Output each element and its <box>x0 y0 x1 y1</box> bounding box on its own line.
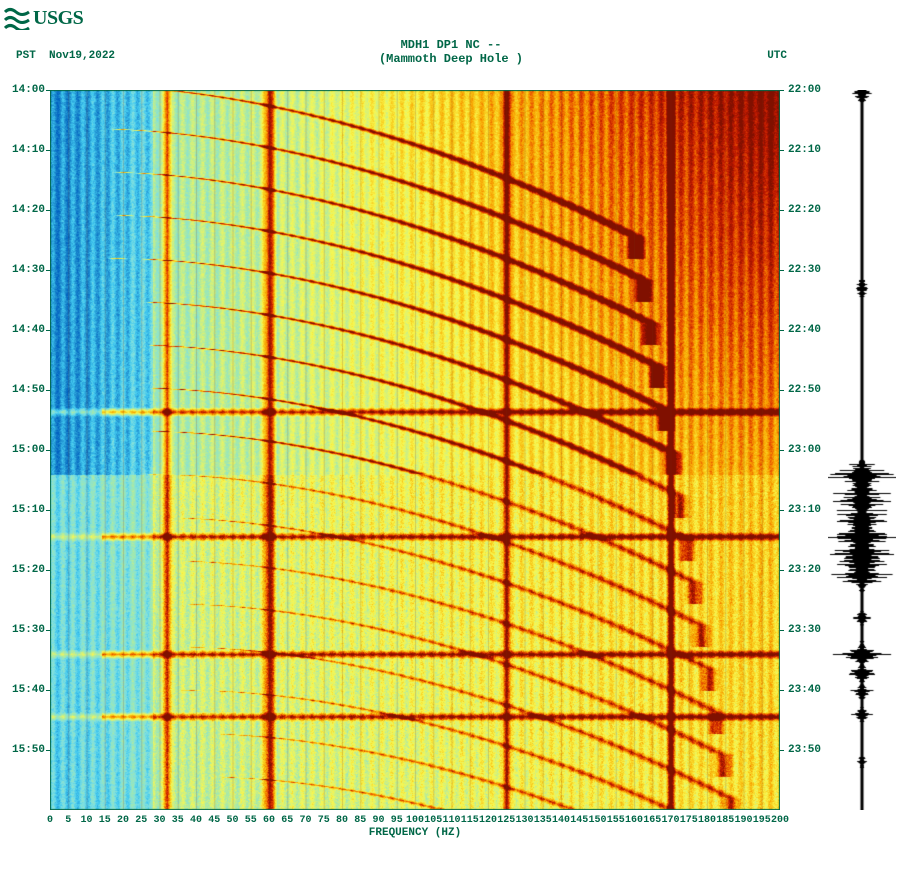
usgs-logo-text: USGS <box>33 7 83 30</box>
spectrogram-canvas <box>50 90 780 810</box>
x-tick: 175 <box>680 815 698 826</box>
x-tick: 145 <box>570 815 588 826</box>
y-left-time: 15:40 <box>12 684 45 696</box>
x-tick: 75 <box>318 815 330 826</box>
x-tick: 140 <box>552 815 570 826</box>
y-left-time: 15:30 <box>12 624 45 636</box>
x-tick: 150 <box>588 815 606 826</box>
date-label: Nov19,2022 <box>49 50 115 62</box>
y-right-time: 22:40 <box>788 324 821 336</box>
x-tick: 130 <box>515 815 533 826</box>
y-left-time: 15:00 <box>12 444 45 456</box>
x-tick: 20 <box>117 815 129 826</box>
x-axis-title: FREQUENCY (HZ) <box>50 827 780 839</box>
x-tick: 15 <box>99 815 111 826</box>
seismogram-canvas <box>828 90 896 810</box>
x-tick: 50 <box>226 815 238 826</box>
y-right-time: 22:50 <box>788 384 821 396</box>
x-tick: 45 <box>208 815 220 826</box>
x-tick: 70 <box>299 815 311 826</box>
x-tick: 135 <box>534 815 552 826</box>
usgs-wave-icon <box>4 6 30 30</box>
x-tick: 100 <box>406 815 424 826</box>
x-tick: 25 <box>135 815 147 826</box>
y-right-time: 23:30 <box>788 624 821 636</box>
x-tick: 40 <box>190 815 202 826</box>
x-tick: 90 <box>372 815 384 826</box>
pst-label: PST <box>16 50 36 62</box>
y-right-time: 22:20 <box>788 204 821 216</box>
x-tick: 190 <box>734 815 752 826</box>
x-tick: 65 <box>281 815 293 826</box>
y-right-time: 22:10 <box>788 144 821 156</box>
seismogram-plot <box>828 90 896 810</box>
utc-label: UTC <box>767 50 787 62</box>
y-left-time: 15:20 <box>12 564 45 576</box>
y-right-time: 23:10 <box>788 504 821 516</box>
y-right-time: 22:30 <box>788 264 821 276</box>
spectrogram-plot <box>50 90 780 810</box>
x-tick: 105 <box>424 815 442 826</box>
x-tick: 200 <box>771 815 789 826</box>
x-tick: 0 <box>47 815 53 826</box>
x-tick: 160 <box>625 815 643 826</box>
x-tick: 10 <box>80 815 92 826</box>
x-tick: 155 <box>607 815 625 826</box>
y-left-time: 14:40 <box>12 324 45 336</box>
pst-date-label: PST Nov19,2022 <box>16 50 115 62</box>
x-tick: 195 <box>753 815 771 826</box>
y-left-time: 14:30 <box>12 264 45 276</box>
y-left-time: 14:00 <box>12 84 45 96</box>
x-tick: 185 <box>716 815 734 826</box>
x-tick: 115 <box>461 815 479 826</box>
x-tick: 110 <box>442 815 460 826</box>
x-tick: 60 <box>263 815 275 826</box>
y-left-time: 15:10 <box>12 504 45 516</box>
y-right-time: 22:00 <box>788 84 821 96</box>
usgs-logo: USGS <box>4 6 83 30</box>
x-tick: 95 <box>391 815 403 826</box>
x-tick: 30 <box>153 815 165 826</box>
y-left-time: 14:50 <box>12 384 45 396</box>
y-left-time: 15:50 <box>12 744 45 756</box>
x-tick: 5 <box>65 815 71 826</box>
x-tick: 80 <box>336 815 348 826</box>
x-tick: 85 <box>354 815 366 826</box>
y-left-time: 14:10 <box>12 144 45 156</box>
x-tick: 165 <box>643 815 661 826</box>
y-right-time: 23:40 <box>788 684 821 696</box>
x-tick: 180 <box>698 815 716 826</box>
y-right-time: 23:00 <box>788 444 821 456</box>
y-right-time: 23:50 <box>788 744 821 756</box>
y-right-time: 23:20 <box>788 564 821 576</box>
y-left-time: 14:20 <box>12 204 45 216</box>
x-tick: 35 <box>172 815 184 826</box>
x-tick: 55 <box>245 815 257 826</box>
x-tick: 170 <box>661 815 679 826</box>
x-tick: 120 <box>479 815 497 826</box>
x-tick: 125 <box>497 815 515 826</box>
